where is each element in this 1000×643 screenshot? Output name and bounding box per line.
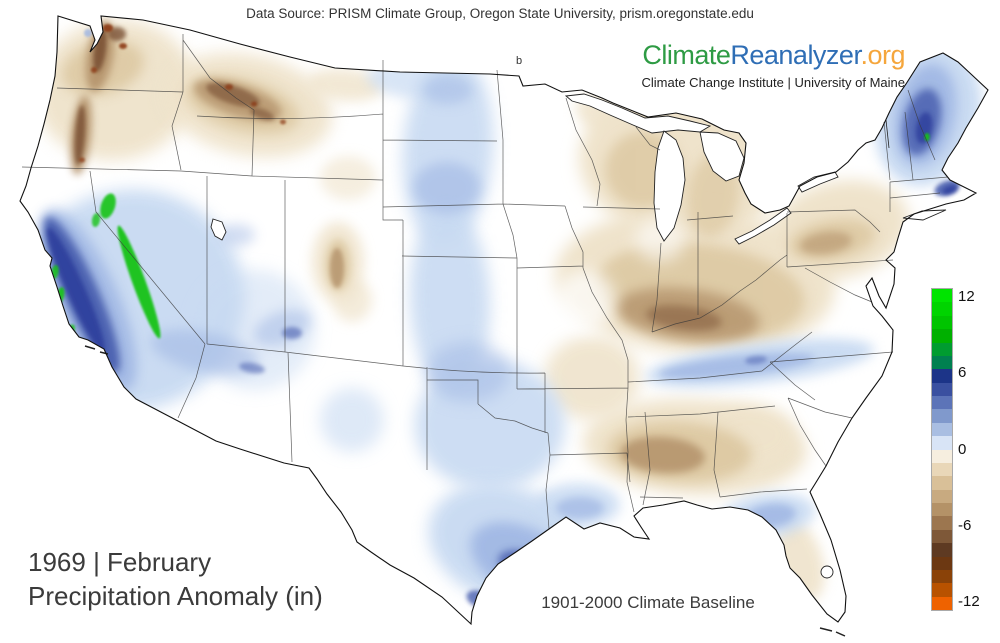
title-variable: Precipitation Anomaly (in) xyxy=(28,580,323,611)
colorbar-tick-label: -12 xyxy=(958,593,980,610)
map-annotation-b: b xyxy=(516,55,523,67)
lake-champlain xyxy=(885,119,890,149)
logo-subtitle: Climate Change Institute | University of… xyxy=(641,75,906,90)
colorbar: 12 6 0 -6 -12 xyxy=(931,288,1000,611)
baseline-note: 1901-2000 Climate Baseline xyxy=(541,593,755,612)
lake-okeechobee xyxy=(820,565,834,579)
colorbar-tick-label: 0 xyxy=(958,440,967,458)
map-title: 1969 | February Precipitation Anomaly (i… xyxy=(28,546,323,614)
title-date: 1969 | February xyxy=(28,547,212,577)
logo: ClimateReanalyzer.org Climate Change Ins… xyxy=(642,40,906,90)
logo-reanalyzer: Reanalyzer xyxy=(730,40,861,70)
logo-climate: Climate xyxy=(642,40,731,70)
coastal-islands xyxy=(84,345,846,637)
data-source: Data Source: PRISM Climate Group, Oregon… xyxy=(246,6,754,21)
colorbar-gradient xyxy=(931,288,953,611)
great-salt-lake xyxy=(210,218,227,241)
colorbar-tick-label: -6 xyxy=(958,516,972,534)
colorbar-tick-label: 6 xyxy=(958,364,967,382)
colorbar-tick-label: 12 xyxy=(958,288,975,305)
logo-wordmark: ClimateReanalyzer.org xyxy=(642,40,905,71)
logo-org: .org xyxy=(860,40,905,70)
lake-erie xyxy=(734,207,792,245)
lake-michigan xyxy=(653,130,686,242)
state-boundaries xyxy=(21,34,949,530)
lake-superior xyxy=(564,93,712,134)
lake-huron xyxy=(699,131,745,182)
lake-ontario xyxy=(797,171,839,193)
great-lakes xyxy=(210,93,947,579)
